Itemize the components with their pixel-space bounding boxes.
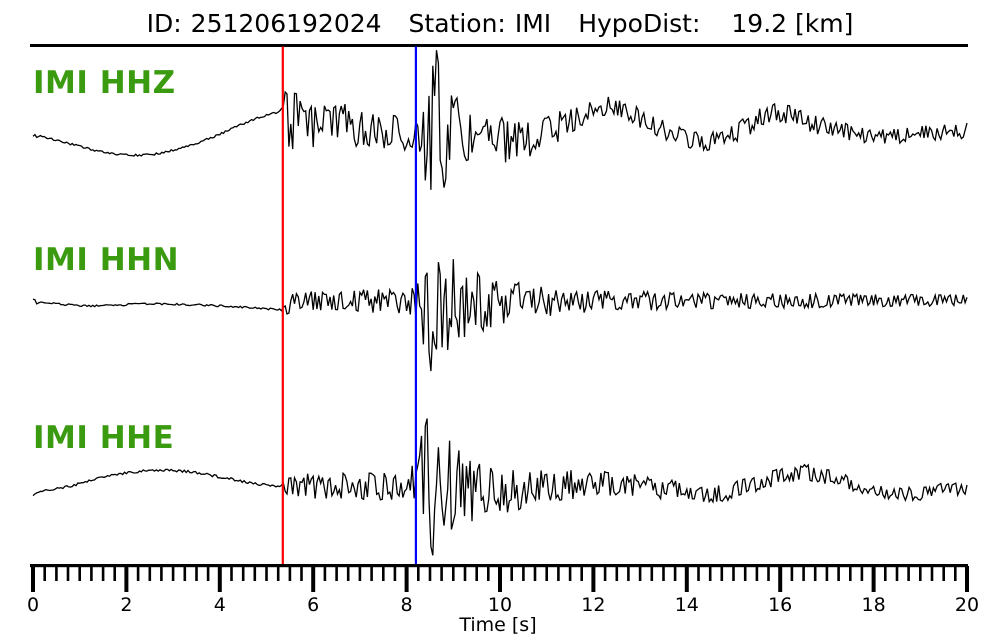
x-tick-label: 20 bbox=[955, 594, 979, 616]
waveform-trace-hhn bbox=[32, 259, 968, 372]
x-tick-label: 4 bbox=[214, 594, 226, 616]
time-axis: 0 2 4 6 8 10 12 14 16 18 20 bbox=[27, 564, 979, 616]
x-tick-label: 10 bbox=[488, 594, 512, 616]
hypodist-value: 19.2 [km] bbox=[731, 9, 854, 38]
x-tick-label: 6 bbox=[307, 594, 319, 616]
traces-group bbox=[32, 50, 968, 556]
x-tick-label: 0 bbox=[27, 594, 39, 616]
x-tick-label: 2 bbox=[120, 594, 132, 616]
x-tick-label: 12 bbox=[581, 594, 605, 616]
x-tick-label: 18 bbox=[862, 594, 886, 616]
hypodist-group: HypoDist: 19.2 [km] bbox=[578, 9, 853, 38]
station-group: Station: IMI bbox=[409, 9, 552, 38]
trace-label-hhn: IMI HHN bbox=[33, 242, 180, 278]
event-id-group: ID: 251206192024 bbox=[147, 9, 382, 38]
pick-lines-group bbox=[281, 46, 417, 564]
event-id-value: 251206192024 bbox=[190, 9, 382, 38]
x-axis-line bbox=[30, 564, 968, 568]
trace-label-hhe: IMI HHE bbox=[33, 420, 175, 456]
hypodist-label: HypoDist: bbox=[578, 9, 701, 38]
figure-title: ID: 251206192024 Station: IMI HypoDist: … bbox=[0, 9, 1000, 38]
trace-label-hhz: IMI HHZ bbox=[33, 65, 176, 101]
x-tick-label: 16 bbox=[768, 594, 792, 616]
station-value: IMI bbox=[514, 9, 552, 38]
event-id-label: ID: bbox=[146, 9, 182, 38]
title-separator-line bbox=[30, 44, 968, 47]
waveform-trace-hhz bbox=[32, 50, 968, 190]
x-tick-label: 8 bbox=[401, 594, 413, 616]
x-axis-label: Time [s] bbox=[458, 614, 536, 636]
station-label: Station: bbox=[408, 9, 506, 38]
waveform-trace-hhe bbox=[32, 418, 968, 556]
x-tick-label: 14 bbox=[675, 594, 699, 616]
